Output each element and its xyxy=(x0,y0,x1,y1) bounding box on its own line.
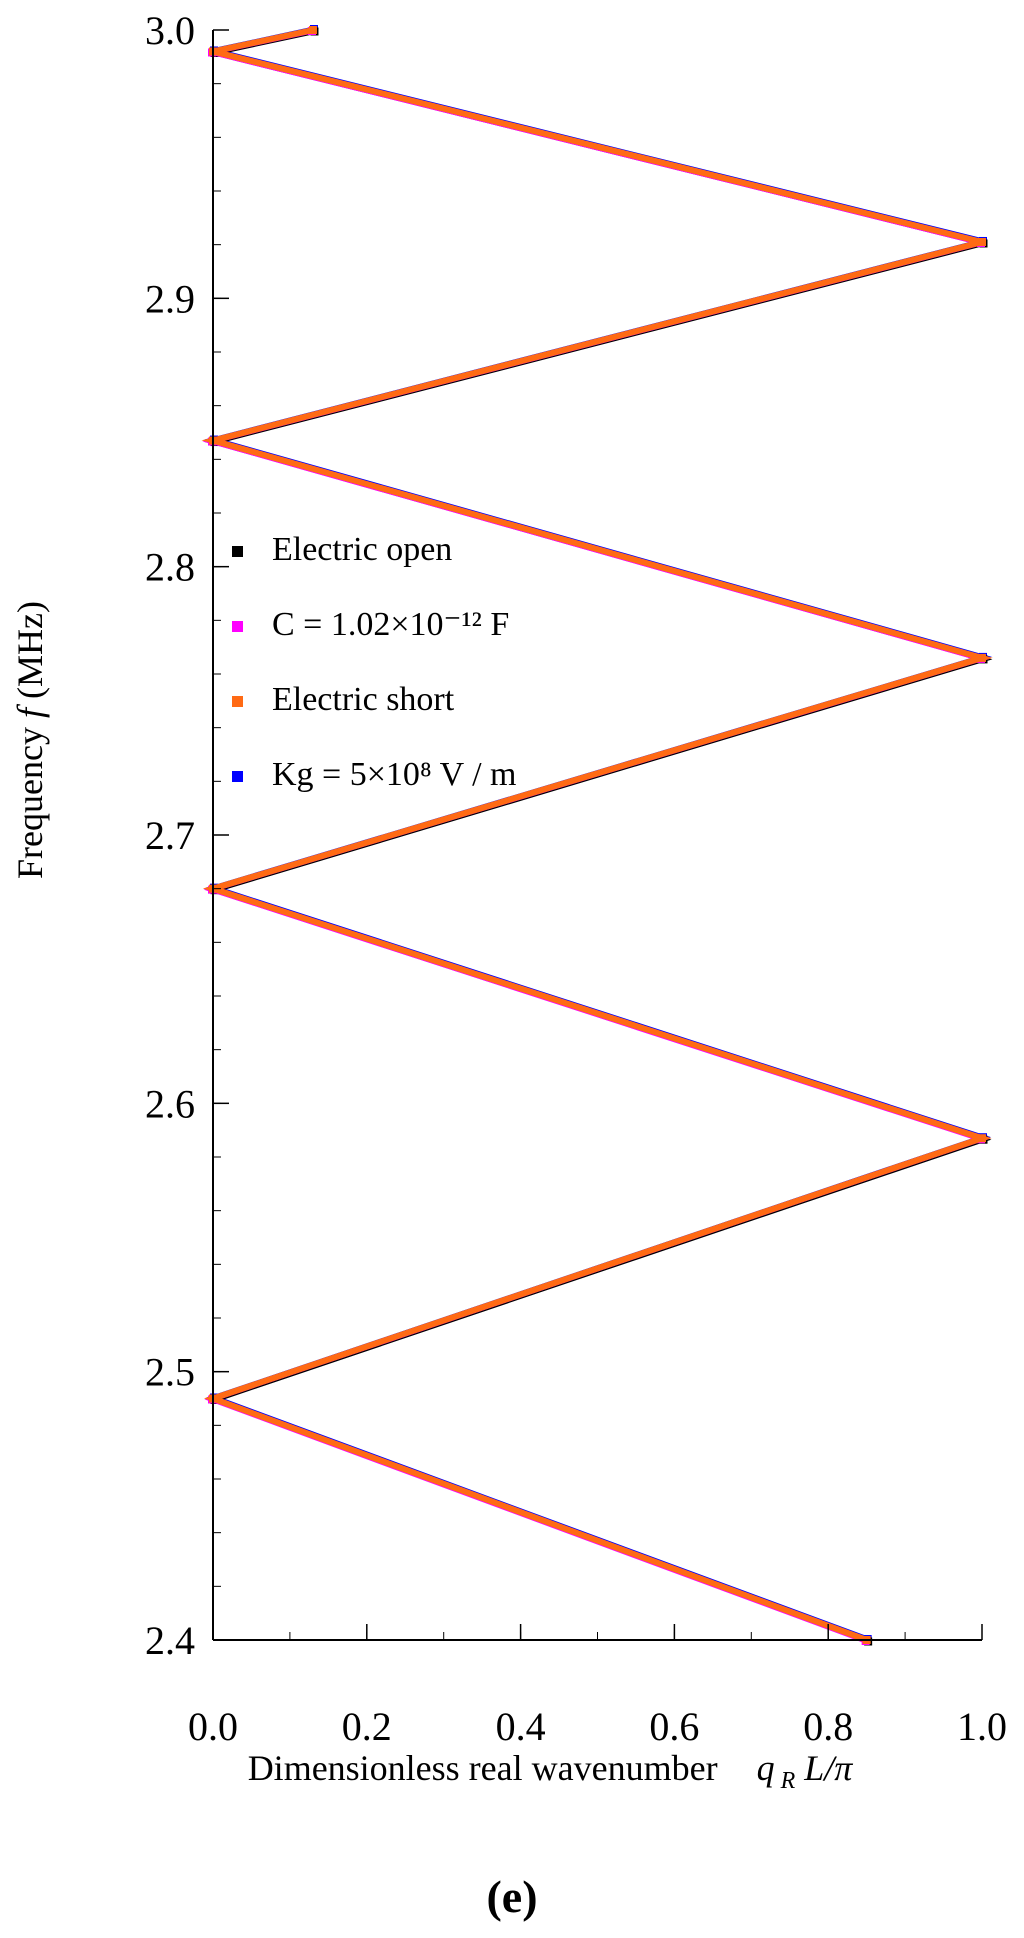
data-point xyxy=(978,1134,986,1143)
legend-label: Kg = 5×10⁸ V / m xyxy=(272,756,516,793)
y-tick-label: 2.8 xyxy=(145,545,195,590)
x-axis-title-main: Dimensionless real wavenumber xyxy=(248,1748,718,1788)
legend-swatch xyxy=(232,771,243,782)
y-tick-label: 2.4 xyxy=(145,1618,195,1663)
x-tick-label: 0.8 xyxy=(803,1704,853,1749)
legend-label: C = 1.02×10⁻¹² F xyxy=(272,606,509,643)
series-layer xyxy=(201,25,993,1646)
series-line xyxy=(201,27,993,1643)
data-point xyxy=(978,237,986,246)
y-axis-title-unit: (MHz) xyxy=(10,601,50,708)
x-tick-label: 1.0 xyxy=(957,1704,1007,1749)
x-tick-label: 0.4 xyxy=(496,1704,546,1749)
y-axis-title-main: Frequency xyxy=(10,718,50,879)
x-tick-label: 0.2 xyxy=(342,1704,392,1749)
legend-swatch xyxy=(232,696,243,707)
y-tick-label: 2.5 xyxy=(145,1350,195,1395)
x-axis-title: Dimensionless real wavenumber q R L/π xyxy=(248,1748,854,1794)
y-tick-label: 2.7 xyxy=(145,813,195,858)
legend-swatch xyxy=(232,546,243,557)
y-tick-label: 3.0 xyxy=(145,8,195,53)
legend-label: Electric short xyxy=(272,681,455,718)
x-axis-title-math: q R L/π xyxy=(757,1748,854,1794)
y-tick-label: 2.6 xyxy=(145,1081,195,1126)
series-3 xyxy=(201,26,993,1644)
y-axis-title: Frequency f (MHz) xyxy=(10,601,50,879)
legend-swatch xyxy=(232,621,243,632)
panel-label: (e) xyxy=(486,1871,537,1922)
x-tick-label: 0.6 xyxy=(649,1704,699,1749)
axes-layer: 2.4 2.5 2.6 2.7 2.8 2.9 3.0 0.0 0.2 0.4 0.6 0.8 1.0 xyxy=(145,8,1007,1749)
x-tick-label: 0.0 xyxy=(188,1704,238,1749)
y-tick-label: 2.9 xyxy=(145,276,195,321)
legend-label: Electric open xyxy=(272,531,452,568)
data-point xyxy=(978,653,986,662)
legend: Electric open C = 1.02×10⁻¹² F Electric sh… xyxy=(232,531,516,793)
data-point xyxy=(308,26,317,34)
